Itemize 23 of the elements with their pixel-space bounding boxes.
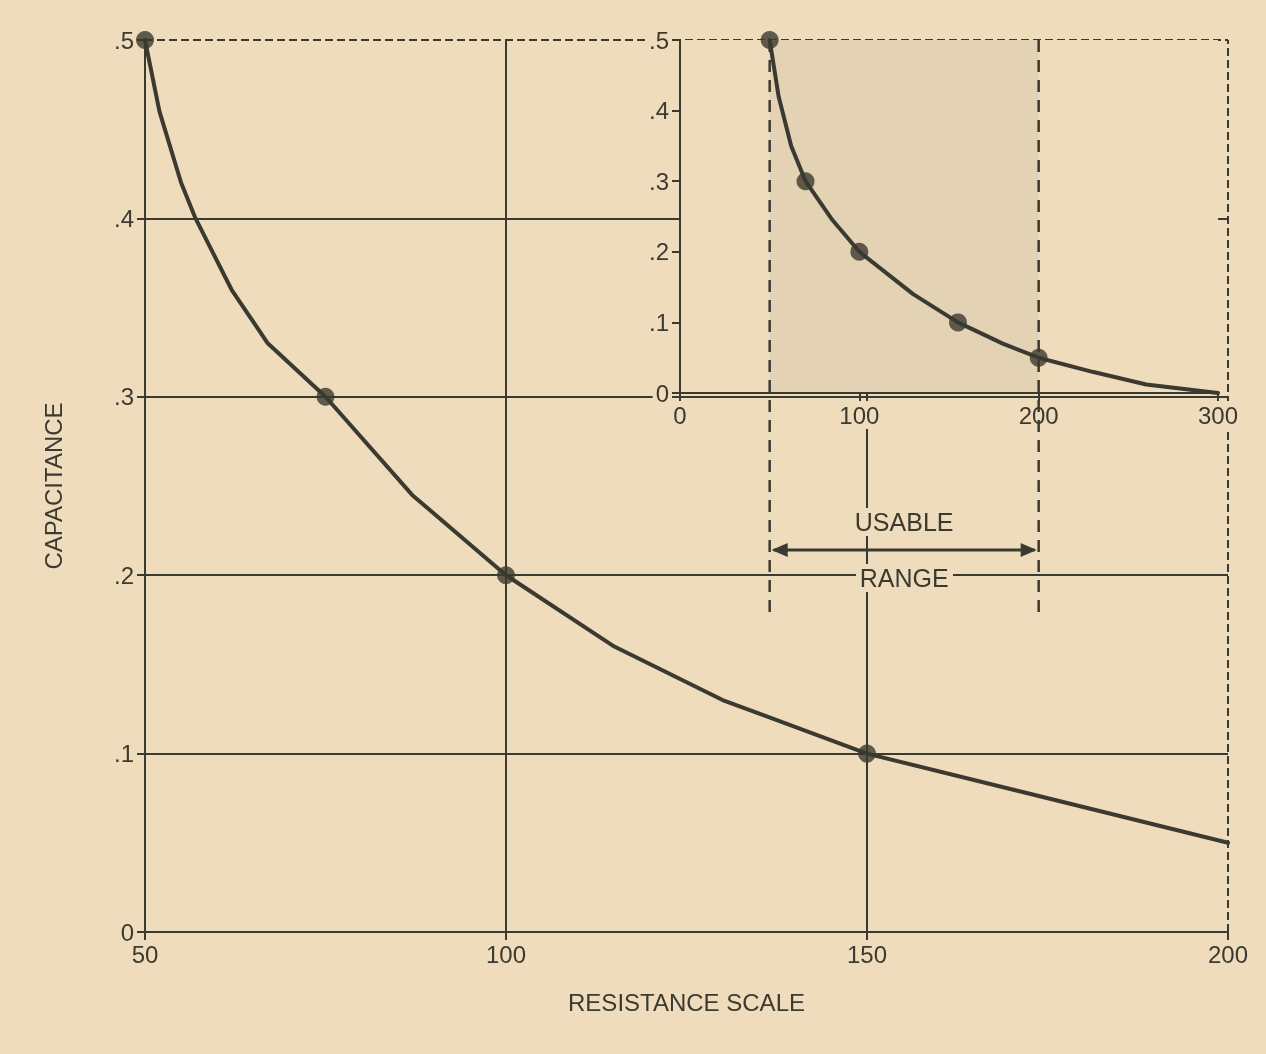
y-tick-label: .4 [648, 97, 669, 125]
y-tick-label: 0 [120, 918, 134, 946]
x-tick-label: 0 [673, 401, 687, 429]
y-tick-label: .4 [113, 204, 134, 232]
y-tick-label: .5 [113, 26, 134, 54]
x-tick-label: 100 [485, 940, 527, 968]
y-tick-label: .3 [648, 167, 669, 195]
y-tick-label: .1 [113, 740, 134, 768]
x-tick-label: 200 [1207, 940, 1249, 968]
x-tick-label: 150 [846, 940, 888, 968]
y-tick-label: .2 [113, 561, 134, 589]
y-tick-label: .1 [648, 308, 669, 336]
x-axis-title: RESISTANCE SCALE [568, 988, 805, 1016]
band-label: USABLE RANGE [853, 508, 955, 592]
x-tick-label: 300 [1197, 401, 1239, 429]
y-tick-label: 0 [655, 379, 669, 407]
x-tick-label: 50 [131, 940, 159, 968]
y-axis-title: CAPACITANCE [39, 402, 67, 570]
y-tick-label: .2 [648, 238, 669, 266]
y-tick-label: .5 [648, 26, 669, 54]
x-tick-label: 100 [839, 401, 880, 429]
y-tick-label: .3 [113, 383, 134, 411]
x-tick-label: 200 [1018, 401, 1059, 429]
